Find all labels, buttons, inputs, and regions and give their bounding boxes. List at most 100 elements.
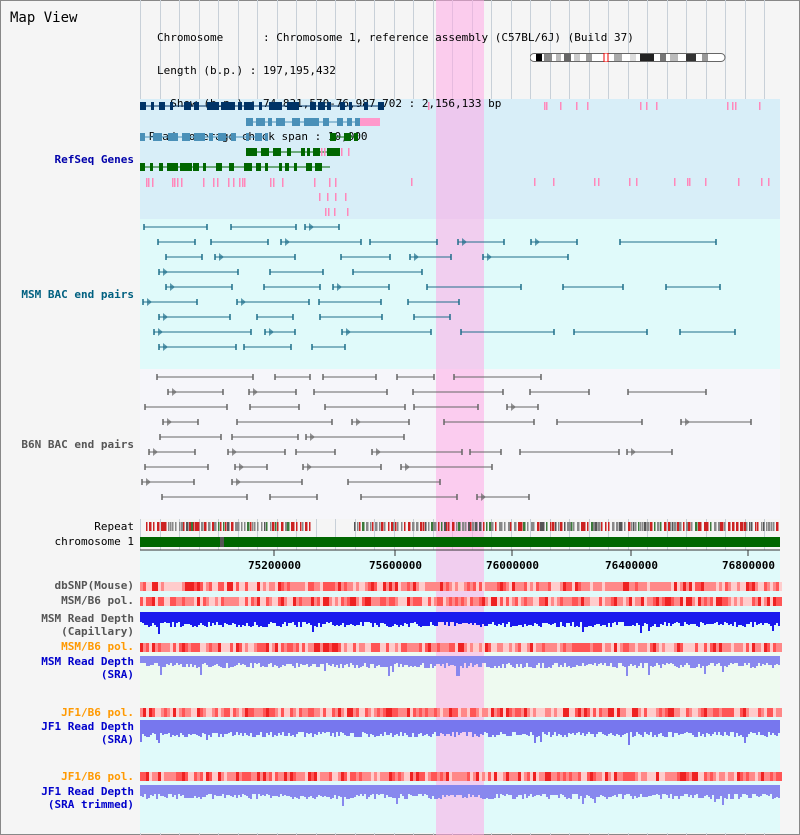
msm-b6-pol-heat-cell: [152, 597, 155, 606]
refseq-exon: [279, 163, 282, 171]
jf1-b6-pol-2-heat-cell: [680, 772, 683, 781]
track-label-jf1-b6-pol-1[interactable]: JF1/B6 pol.: [61, 706, 134, 719]
track-label-refseq[interactable]: RefSeq Genes: [54, 153, 134, 166]
track-label-dbsnp[interactable]: dbSNP(Mouse): [54, 579, 134, 592]
msm-depth-capillary-bar: [306, 612, 308, 624]
dbsnp-heat-cell: [272, 582, 275, 591]
jf1-b6-pol-heat-cell: [392, 708, 395, 717]
msm-depth-sra-bar: [476, 656, 478, 664]
msm-depth-sra-bar: [516, 656, 518, 664]
refseq-exon: [256, 163, 261, 171]
jf1-depth-trimmed-bar: [478, 785, 480, 795]
track-label-msm-depth-sra[interactable]: MSM Read Depth: [41, 655, 134, 668]
jf1-depth-trimmed-bar: [774, 785, 776, 798]
jf1-depth-trimmed-bar: [730, 785, 732, 799]
repeat-mark: [204, 522, 207, 531]
jf1-b6-pol-heat-cell: [389, 708, 392, 717]
jf1-b6-pol-2-heat-cell: [605, 772, 608, 781]
refseq-exon: [170, 102, 173, 110]
jf1-depth-trimmed-bar: [362, 785, 364, 796]
jf1-b6-pol-heat-cell: [290, 708, 293, 717]
jf1-depth-trimmed-bar: [634, 785, 636, 796]
jf1-depth-sra-bar: [764, 720, 766, 736]
jf1-b6-pol-2-heat-cell: [557, 772, 560, 781]
dbsnp-heat-cell: [662, 582, 665, 591]
dbsnp-heat-cell: [350, 582, 353, 591]
refseq-pink-mark: [598, 178, 600, 186]
msm-depth-capillary-bar: [384, 612, 386, 624]
jf1-depth-sra-bar: [276, 720, 278, 736]
jf1-b6-pol-heat-cell: [548, 708, 551, 717]
jf1-b6-pol-2-heat-cell: [761, 772, 764, 781]
repeat-mark: [677, 522, 680, 531]
msm-depth-capillary-bar: [282, 612, 284, 624]
dbsnp-heat-cell: [209, 582, 212, 591]
msm-depth-capillary-bar: [320, 612, 322, 627]
jf1-depth-sra-bar: [374, 720, 376, 737]
msm-depth-sra-bar: [654, 656, 656, 666]
msm-depth-sra-bar: [574, 656, 576, 667]
track-label-repeat[interactable]: Repeat: [94, 520, 134, 533]
jf1-depth-sra-bar: [178, 720, 180, 737]
length-value: : 197,195,432: [249, 64, 336, 77]
track-label-jf1-b6-pol-2[interactable]: JF1/B6 pol.: [61, 770, 134, 783]
jf1-depth-sra-bar: [510, 720, 512, 736]
jf1-depth-sra-bar: [166, 720, 168, 734]
jf1-depth-trimmed-bar: [614, 785, 616, 795]
chromosome-ideogram[interactable]: [530, 53, 726, 62]
jf1-depth-trimmed-bar: [492, 785, 494, 799]
msm-b6-pol-2-heat-cell: [539, 643, 542, 652]
jf1-b6-pol-heat-cell: [332, 708, 335, 717]
refseq-pink-mark: [177, 178, 179, 187]
jf1-depth-sra-bar: [306, 720, 308, 733]
dbsnp-heat-cell: [308, 582, 311, 591]
repeat-mark: [275, 522, 277, 531]
refseq-pink-mark: [768, 178, 770, 186]
jf1-depth-trimmed-bar: [528, 785, 530, 796]
jf1-b6-pol-heat-cell: [620, 708, 623, 717]
repeat-mark: [244, 522, 246, 531]
jf1-depth-trimmed-bar: [400, 785, 402, 794]
jf1-b6-pol-heat-cell: [344, 708, 347, 717]
selected-region-highlight[interactable]: [436, 0, 484, 835]
msm-depth-capillary-bar: [434, 612, 436, 626]
track-label-chromosome[interactable]: chromosome 1: [54, 535, 134, 548]
msm-b6-pol-heat-cell: [713, 597, 716, 606]
track-label-msm-bac[interactable]: MSM BAC end pairs: [21, 288, 134, 301]
jf1-b6-pol-2-heat-cell: [149, 772, 152, 781]
jf1-depth-trimmed-bar: [698, 785, 700, 798]
repeat-mark: [642, 522, 644, 531]
chromosome-bar-marker: [220, 537, 224, 547]
jf1-b6-pol-heat-cell: [665, 708, 668, 717]
msm-b6-pol-2-heat-cell: [761, 643, 764, 652]
jf1-depth-trimmed-bar: [144, 785, 146, 794]
track-label-msm-depth-cap[interactable]: MSM Read Depth: [41, 612, 134, 625]
jf1-b6-pol-2-heat-cell: [233, 772, 236, 781]
repeat-mark: [644, 522, 647, 531]
track-label-jf1-depth-sra[interactable]: JF1 Read Depth: [41, 720, 134, 733]
msm-depth-capillary-bar: [486, 612, 488, 626]
msm-depth-sra-bar: [572, 656, 574, 667]
track-label-jf1-depth-trim[interactable]: JF1 Read Depth: [41, 785, 134, 798]
jf1-b6-pol-heat-cell: [707, 708, 710, 717]
dbsnp-heat-cell: [218, 582, 221, 591]
track-label-msm-b6-pol-2[interactable]: MSM/B6 pol.: [61, 640, 134, 653]
jf1-depth-trimmed-bar: [270, 785, 272, 798]
jf1-depth-sra-bar: [152, 720, 154, 733]
msm-depth-sra-bar: [690, 656, 692, 668]
msm-b6-pol-heat-cell: [563, 597, 566, 606]
jf1-b6-pol-heat-cell: [584, 708, 587, 717]
dbsnp-heat-cell: [470, 582, 473, 591]
track-label-msm-b6-pol-1[interactable]: MSM/B6 pol.: [61, 594, 134, 607]
msm-depth-sra-bar: [488, 656, 490, 667]
repeat-mark: [218, 522, 220, 531]
jf1-b6-pol-2-heat-cell: [329, 772, 332, 781]
jf1-b6-pol-heat-cell: [221, 708, 224, 717]
jf1-depth-sra-bar: [500, 720, 502, 732]
msm-b6-pol-2-heat-cell: [308, 643, 311, 652]
dbsnp-heat-cell: [563, 582, 566, 591]
jf1-depth-trimmed-bar: [352, 785, 354, 798]
track-label-b6n-bac[interactable]: B6N BAC end pairs: [21, 438, 134, 451]
msm-depth-capillary-bar: [394, 612, 396, 624]
